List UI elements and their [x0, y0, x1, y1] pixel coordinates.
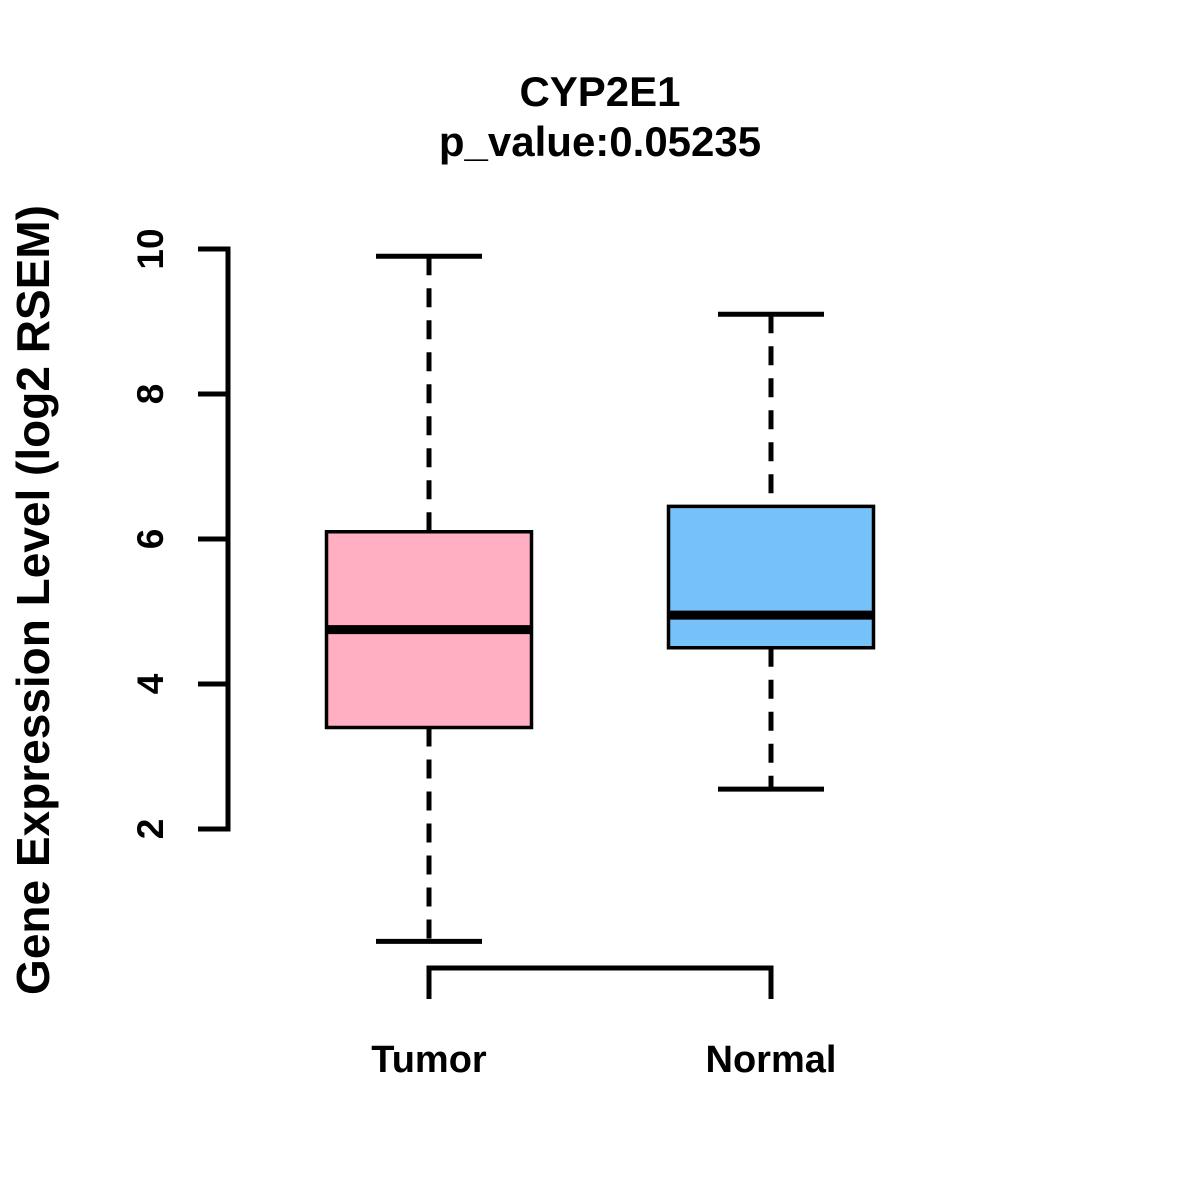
- y-axis-tick-label: 8: [130, 384, 171, 405]
- iqr-box-normal: [666, 504, 876, 650]
- x-category-label-normal: Normal: [706, 1039, 837, 1081]
- x-axis-bracket: [426, 965, 774, 999]
- chart-title: CYP2E1: [519, 68, 681, 115]
- y-axis-tick-label: 6: [130, 529, 171, 550]
- chart-subtitle: p_value:0.05235: [438, 118, 762, 165]
- y-axis-tick-label: 4: [130, 673, 171, 694]
- y-axis-tick-label: 10: [130, 228, 171, 269]
- y-axis-tick-label: 2: [130, 819, 171, 840]
- x-category-label-tumor: Tumor: [371, 1039, 487, 1081]
- y-axis-label: Gene Expression Level (log2 RSEM): [7, 205, 59, 995]
